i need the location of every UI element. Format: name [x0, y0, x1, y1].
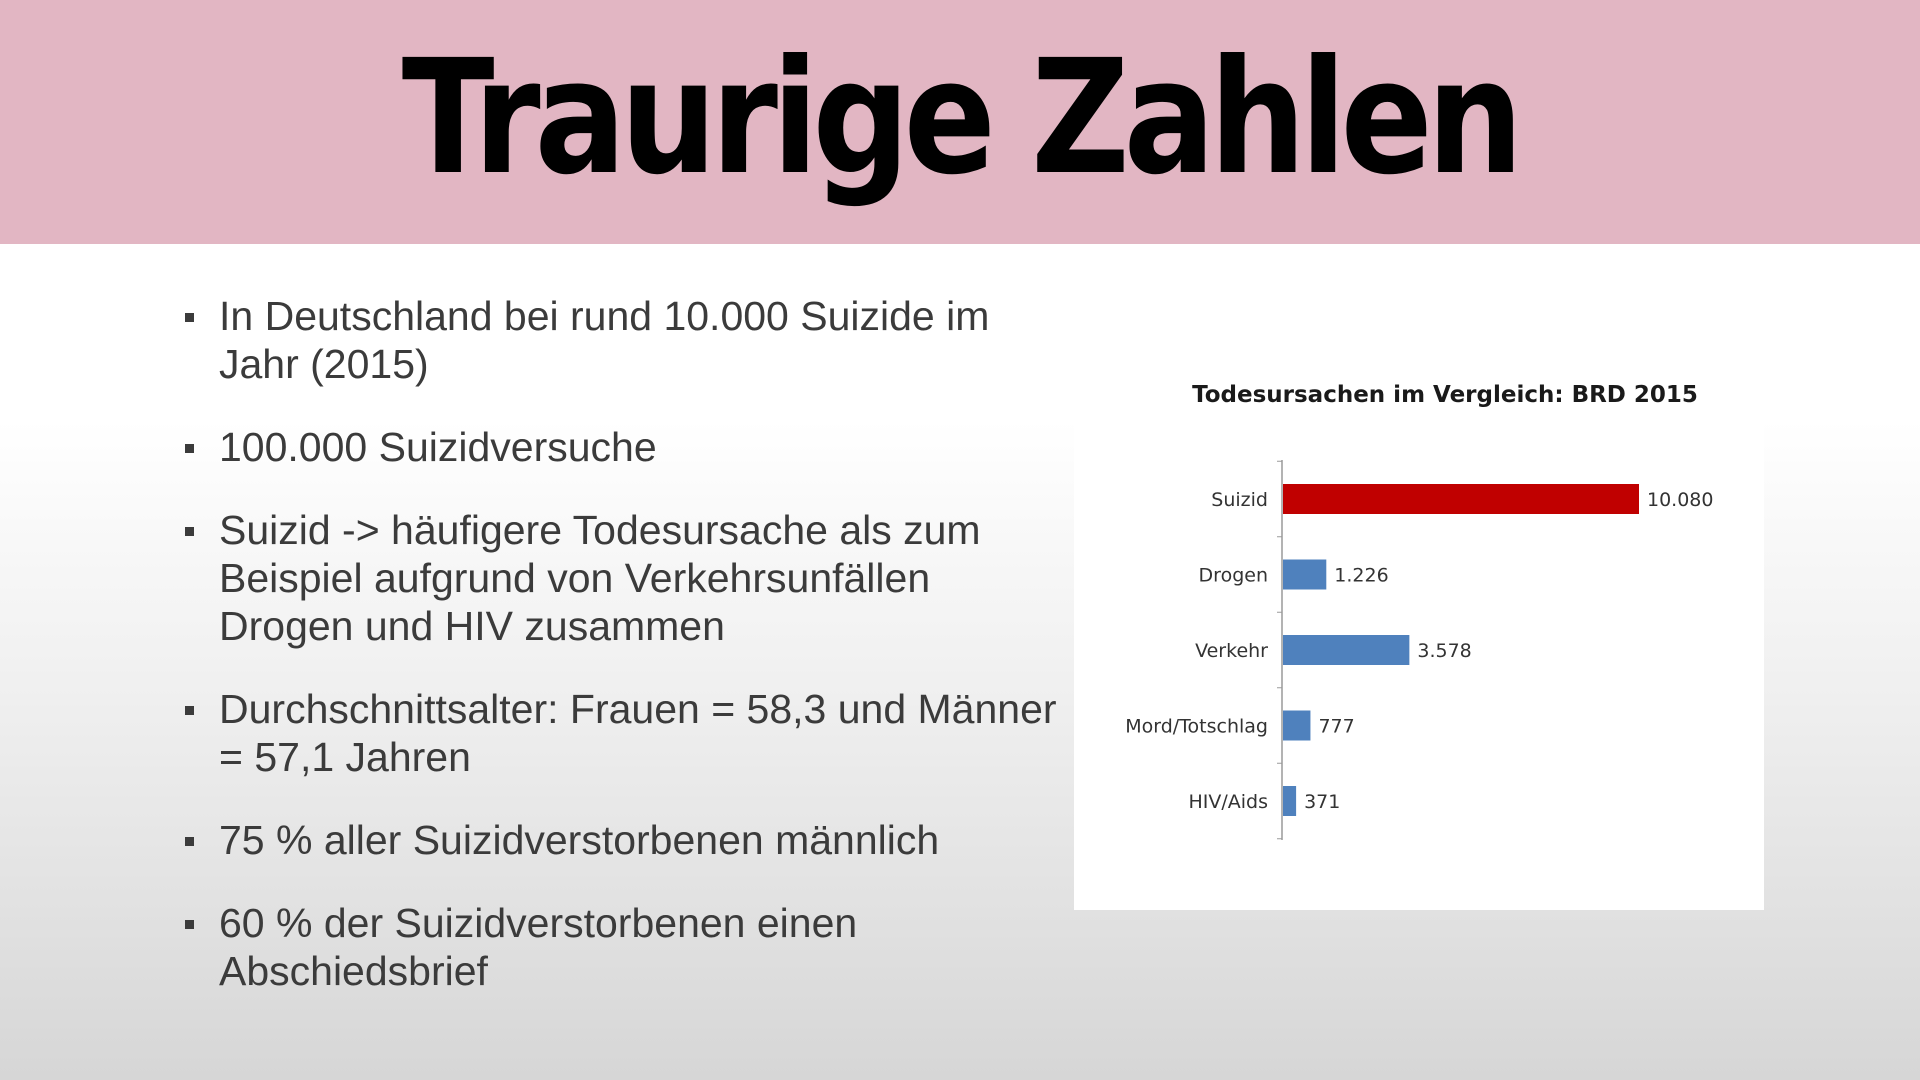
category-label: Verkehr — [1195, 640, 1268, 662]
bar — [1283, 559, 1327, 590]
bars-group: Suizid 10.080 Drogen 1.226 Verkehr 3.578 Mord/… — [1125, 460, 1713, 840]
title-banner: Traurige Zahlen — [0, 0, 1920, 244]
slide-title: Traurige Zahlen — [402, 26, 1524, 210]
bullet-item: Durchschnittsalter: Frauen = 58,3 und Mä… — [182, 685, 1062, 781]
data-label: 3.578 — [1417, 640, 1471, 662]
category-label: Drogen — [1199, 565, 1268, 587]
category-label: Suizid — [1211, 489, 1268, 511]
bar-chart: Todesursachen im Vergleich: BRD 2015 Sui… — [1125, 382, 1713, 840]
category-label: HIV/Aids — [1188, 791, 1268, 813]
bullet-item: 100.000 Suizidversuche — [182, 423, 1062, 471]
bullet-item: In Deutschland bei rund 10.000 Suizide i… — [182, 292, 1062, 388]
bar — [1283, 484, 1639, 514]
data-label: 10.080 — [1647, 489, 1713, 511]
bar — [1283, 710, 1311, 741]
bullet-item: 75 % aller Suizidverstorbenen männlich — [182, 816, 1062, 864]
bar — [1283, 635, 1410, 665]
bar — [1283, 786, 1297, 816]
chart-panel: Todesursachen im Vergleich: BRD 2015 Sui… — [1074, 350, 1764, 910]
data-label: 371 — [1304, 791, 1340, 813]
bullet-list: In Deutschland bei rund 10.000 Suizide i… — [182, 292, 1062, 1030]
chart-title: Todesursachen im Vergleich: BRD 2015 — [1192, 382, 1698, 408]
bullet-item: 60 % der Suizidverstorbenen einen Abschi… — [182, 899, 1062, 995]
data-label: 1.226 — [1334, 565, 1388, 587]
category-label: Mord/Totschlag — [1125, 716, 1268, 738]
data-label: 777 — [1318, 716, 1354, 738]
bullet-item: Suizid -> häufigere Todesursache als zum… — [182, 506, 1062, 650]
